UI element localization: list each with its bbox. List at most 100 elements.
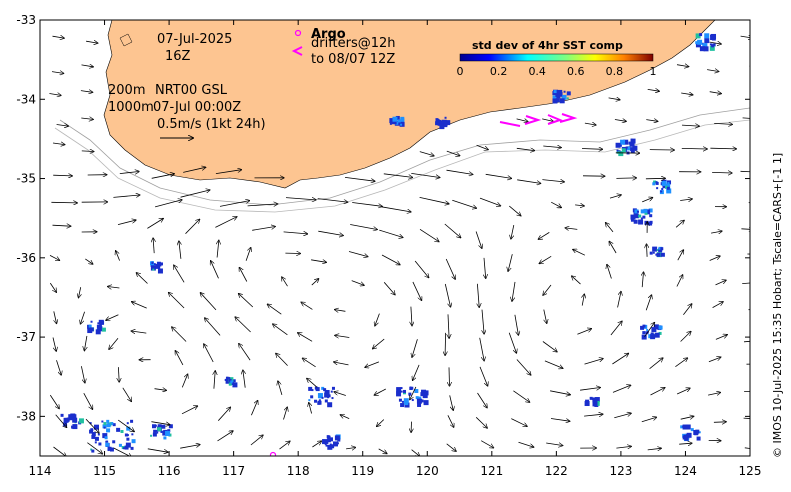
sst-patch-cell: [640, 217, 643, 220]
sst-patch-cell: [439, 124, 445, 130]
current-vector: [444, 223, 461, 238]
current-vector: [676, 65, 689, 67]
current-vector: [52, 36, 65, 38]
current-vector: [278, 381, 283, 396]
current-vector: [680, 199, 692, 201]
current-vector: [477, 283, 479, 307]
current-vector: [52, 337, 56, 352]
sst-patch-cell: [651, 327, 657, 333]
current-vector: [377, 419, 385, 427]
current-vector: [335, 335, 350, 337]
sst-patch-cell: [101, 327, 106, 332]
current-vector: [340, 415, 350, 419]
sst-patch-cell: [103, 426, 106, 429]
sst-patch-cell: [630, 138, 636, 144]
sst-patch-cell: [332, 441, 338, 447]
current-vector: [317, 198, 348, 203]
sst-patch-cell: [652, 251, 655, 254]
hour-label: 16Z: [165, 49, 191, 64]
current-vector: [551, 201, 561, 207]
sst-patch-cell: [662, 185, 666, 189]
current-vector: [116, 251, 120, 261]
sst-patch-cell: [400, 123, 403, 126]
sst-patch-cell: [157, 268, 163, 274]
x-tick-label: 118: [287, 464, 310, 478]
current-vector: [245, 248, 251, 261]
current-vector: [151, 421, 169, 425]
current-vector: [181, 406, 197, 415]
current-vector: [379, 229, 402, 237]
sst-patch-cell: [592, 397, 598, 403]
sst-patch-cell: [112, 440, 116, 444]
current-vector: [572, 276, 581, 285]
current-vector: [180, 190, 210, 198]
sst-patch-cell: [703, 46, 709, 52]
sst-patch-cell: [308, 399, 311, 402]
current-vector: [49, 394, 59, 408]
sst-patch-cell: [157, 427, 162, 432]
current-vector: [122, 387, 132, 402]
sst-patch-cell: [649, 214, 653, 218]
current-vector: [375, 313, 380, 326]
current-vector: [412, 339, 418, 357]
current-vector: [448, 314, 449, 338]
sst-patch-cell: [559, 98, 565, 104]
current-vector: [335, 310, 346, 312]
sst-patch-cell: [642, 324, 646, 328]
sst-patch-cell: [704, 38, 710, 44]
current-vector: [479, 366, 488, 386]
current-vector: [373, 338, 385, 349]
sst-patch-cell: [400, 403, 405, 408]
sst-patch-cell: [410, 386, 414, 390]
current-vector: [542, 119, 553, 122]
sst-patch-cell: [126, 426, 131, 431]
current-vector: [675, 221, 684, 228]
sst-patch-cell: [67, 417, 71, 421]
sst-patch-cell: [94, 441, 97, 444]
current-vector: [707, 70, 719, 72]
current-vector: [479, 337, 484, 361]
current-vector: [52, 143, 65, 145]
sst-patch-cell: [60, 413, 64, 417]
sst-patch-cell: [157, 424, 162, 429]
sst-patch-cell: [644, 220, 649, 225]
current-vector: [273, 324, 288, 336]
sst-patch-cell: [122, 447, 125, 450]
sst-patch-cell: [642, 331, 646, 335]
sst-patch-cell: [72, 424, 78, 430]
current-vector: [131, 331, 147, 333]
current-vector: [252, 227, 275, 231]
current-vector: [550, 390, 570, 395]
current-vector: [381, 254, 400, 265]
current-vector: [712, 302, 723, 308]
sst-patch-cell: [317, 393, 323, 399]
current-vector: [348, 251, 368, 257]
sst-patch-cell: [697, 39, 703, 45]
sst-patch-cell: [620, 139, 626, 145]
sst-patch-cell: [699, 46, 705, 52]
current-vector: [49, 282, 56, 292]
current-vector: [81, 65, 94, 67]
sst-patch-cell: [154, 263, 157, 266]
sst-patch-cell: [445, 120, 451, 126]
current-vector: [449, 395, 454, 410]
current-vector: [81, 118, 93, 119]
sst-patch-cell: [654, 332, 660, 338]
current-vector: [608, 98, 620, 100]
sst-patch-cell: [695, 33, 701, 39]
sst-patch-cell: [630, 140, 633, 143]
sst-patch-cell: [160, 430, 163, 433]
sst-patch-cell: [310, 395, 314, 399]
current-vector: [334, 362, 349, 366]
current-vector: [481, 440, 493, 448]
sst-patch-cell: [648, 221, 653, 226]
current-vector: [56, 125, 69, 127]
current-vector: [676, 275, 683, 287]
sst-patch-cell: [399, 121, 405, 127]
current-vector: [617, 292, 621, 308]
current-vector: [298, 333, 313, 342]
sst-patch-cell: [684, 436, 689, 441]
sst-patch-cell: [680, 425, 684, 429]
isobath-1000m-label: 1000m: [108, 100, 154, 115]
current-vector: [680, 332, 691, 342]
